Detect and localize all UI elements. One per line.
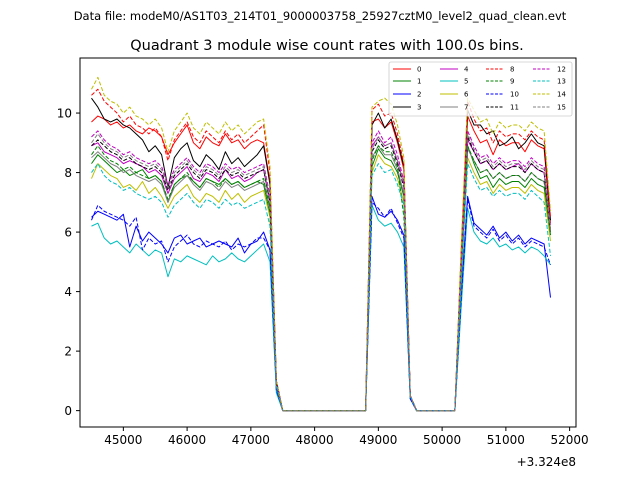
x-tick-label: 51000 <box>487 433 525 447</box>
y-tick-label: 6 <box>64 226 72 240</box>
plot-area: 45000 46000 47000 48000 49000 50000 51000 52000… <box>57 57 589 469</box>
legend-label-15: 15 <box>557 104 566 112</box>
legend-label-9: 9 <box>510 78 514 86</box>
legend-label-2: 2 <box>417 91 421 99</box>
y-tick-label: 0 <box>64 404 72 418</box>
legend-label-3: 3 <box>417 104 421 112</box>
x-tick-label: 52000 <box>551 433 589 447</box>
legend-label-6: 6 <box>464 91 469 99</box>
y-tick-label: 8 <box>64 166 72 180</box>
legend-label-14: 14 <box>557 91 566 99</box>
x-axis: 45000 46000 47000 48000 49000 50000 51000 52000 <box>104 427 589 447</box>
legend-label-8: 8 <box>510 66 514 74</box>
y-tick-label: 4 <box>64 285 72 299</box>
chart-title: Quadrant 3 module wise count rates with … <box>130 38 524 54</box>
y-tick-label: 2 <box>64 345 72 359</box>
series-line-12 <box>91 130 551 412</box>
legend-label-0: 0 <box>417 66 421 74</box>
x-tick-label: 48000 <box>296 433 334 447</box>
legend-label-1: 1 <box>417 78 421 86</box>
axes-background <box>80 58 576 427</box>
legend-label-12: 12 <box>557 66 566 74</box>
legend-label-13: 13 <box>557 78 566 86</box>
legend-frame <box>388 61 573 117</box>
figure-suptitle: Data file: modeM0/AS1T03_214T01_90000037… <box>74 9 567 23</box>
x-tick-label: 49000 <box>359 433 397 447</box>
legend-label-4: 4 <box>464 66 469 74</box>
y-axis: 0 2 4 6 8 10 <box>57 107 80 418</box>
legend-label-5: 5 <box>464 78 468 86</box>
x-tick-label: 45000 <box>104 433 142 447</box>
series-layer <box>91 76 551 412</box>
legend-label-7: 7 <box>464 104 468 112</box>
series-line-15 <box>91 133 551 412</box>
legend-label-10: 10 <box>510 91 519 99</box>
x-offset-label: +3.324e8 <box>517 455 576 469</box>
legend-label-11: 11 <box>510 104 519 112</box>
x-tick-label: 46000 <box>168 433 206 447</box>
x-tick-label: 47000 <box>232 433 270 447</box>
axes-frame <box>79 57 577 428</box>
y-tick-label: 10 <box>57 107 72 121</box>
x-tick-label: 50000 <box>423 433 461 447</box>
